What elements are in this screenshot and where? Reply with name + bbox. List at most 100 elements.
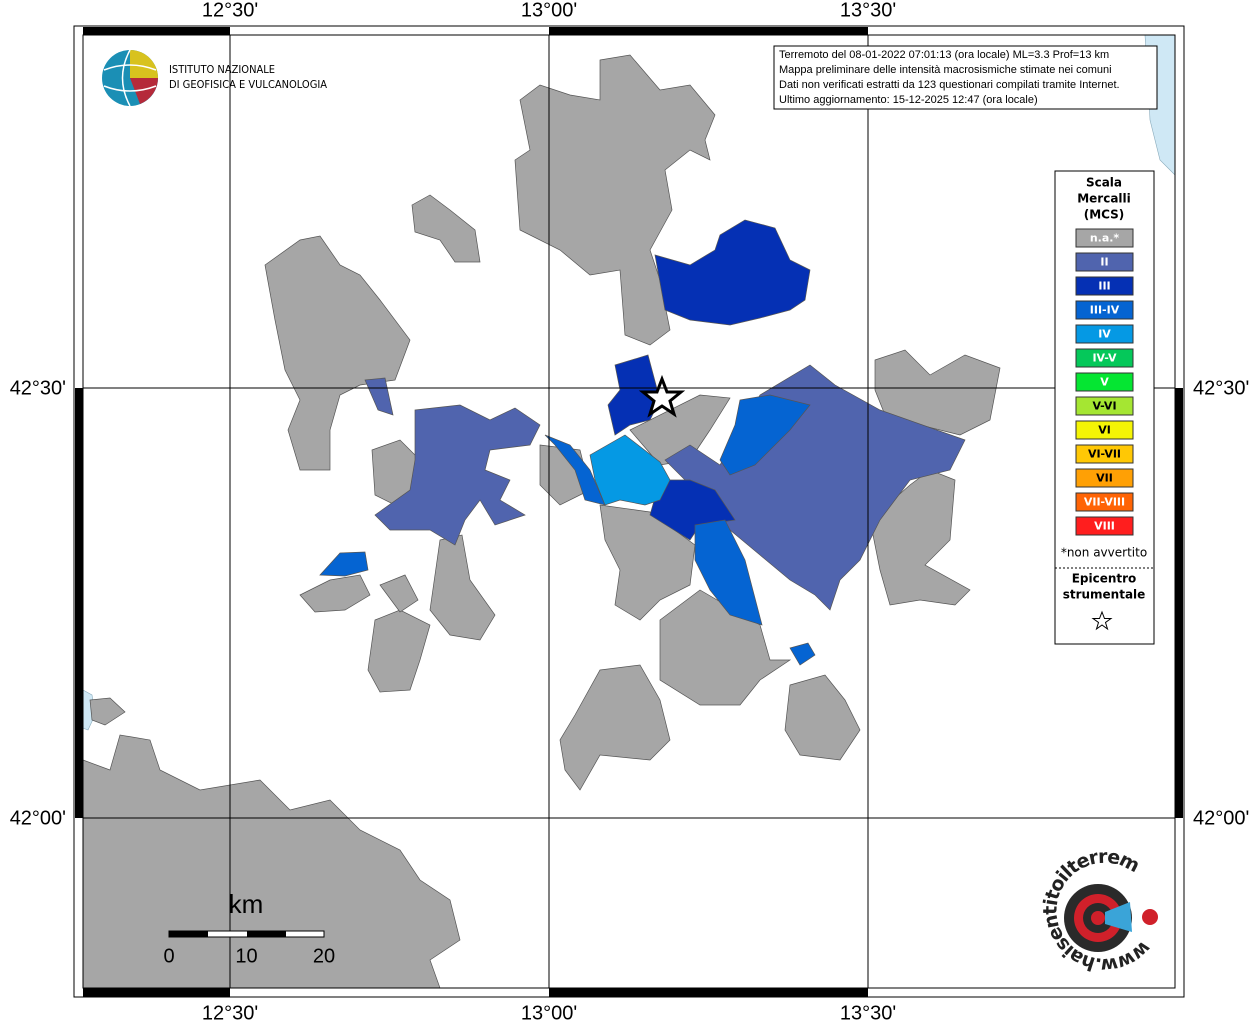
legend-swatch <box>1075 252 1134 272</box>
frame-band <box>549 988 868 997</box>
scale-bar-seg <box>169 931 208 937</box>
frame <box>73 25 1185 998</box>
scale-bar: km 0 10 20 <box>163 889 335 967</box>
scale-tick-label: 10 <box>235 945 257 967</box>
logo-dot <box>1142 909 1158 925</box>
scale-unit: km <box>229 889 264 919</box>
municipality <box>664 364 966 611</box>
legend-epicenter: Epicentro <box>1072 572 1137 586</box>
municipality <box>364 377 394 416</box>
logo-text: ISTITUTO NAZIONALE <box>169 63 275 76</box>
legend-label: II <box>1100 256 1108 269</box>
frame-band <box>83 988 230 997</box>
frame-band <box>83 27 230 35</box>
legend-label: IV <box>1098 328 1111 341</box>
legend-label: VII-VIII <box>1084 496 1125 509</box>
axis-label: 12°30' <box>202 1002 258 1024</box>
legend-swatch <box>1075 372 1134 392</box>
legend-swatch <box>1075 228 1134 248</box>
municipality <box>789 642 816 666</box>
axis-labels: 12°30' 13°00' 13°30' 12°30' 13°00' 13°30… <box>10 0 1250 1024</box>
municipality <box>589 434 671 506</box>
axis-label: 42°00' <box>1193 807 1249 829</box>
info-lines: Terremoto del 08-01-2022 07:01:13 (ora l… <box>779 49 1120 106</box>
axis-label: 13°00' <box>521 0 577 21</box>
municipality <box>694 519 763 626</box>
legend-epicenter: strumentale <box>1063 588 1146 602</box>
scale-bar-seg <box>247 931 286 937</box>
municipality <box>784 674 861 761</box>
info-box: Terremoto del 08-01-2022 07:01:13 (ora l… <box>773 45 1158 110</box>
epicenter-star <box>638 374 686 418</box>
legend-swatch <box>1075 276 1134 296</box>
frame-band <box>549 27 868 35</box>
axis-label: 42°30' <box>10 377 66 399</box>
legend-label: IV-V <box>1092 352 1117 365</box>
axis-label: 13°00' <box>521 1002 577 1024</box>
axis-label: 12°30' <box>202 0 258 21</box>
legend-label: n.a.* <box>1090 232 1120 245</box>
municipality <box>607 354 661 436</box>
municipality <box>367 609 431 693</box>
municipality <box>299 574 371 613</box>
legend-label: V-VI <box>1092 400 1116 413</box>
legend-label: VI-VII <box>1088 448 1121 461</box>
frame-band <box>1175 388 1183 818</box>
municipality <box>374 404 541 546</box>
legend-title: Scala Mercalli (MCS) <box>1077 176 1131 222</box>
scale-tick-label: 0 <box>163 945 174 967</box>
logo-globe <box>130 50 158 78</box>
legend-swatch <box>1075 396 1134 416</box>
legend-items: n.a.*IIIIIIII-IVIVIV-VVV-VIVIVI-VIIVIIVI… <box>1075 228 1134 536</box>
legend-swatch <box>1075 492 1134 512</box>
municipality <box>514 54 716 346</box>
info-line: Dati non verificati estratti da 123 ques… <box>779 79 1120 91</box>
legend-label: V <box>1100 376 1109 389</box>
municipality <box>379 574 419 613</box>
municipality <box>654 219 811 326</box>
municipality <box>559 664 671 791</box>
municipality <box>411 194 481 263</box>
legend-label: VIII <box>1094 520 1115 533</box>
legend-swatch <box>1075 324 1134 344</box>
legend: Scala Mercalli (MCS) n.a.*IIIIIIII-IVIVI… <box>1054 170 1155 645</box>
legend-swatch <box>1075 444 1134 464</box>
logo-text: DI GEOFISICA E VULCANOLOGIA <box>169 78 327 91</box>
municipality <box>319 551 369 577</box>
municipality <box>544 434 606 506</box>
legend-swatch <box>1075 300 1134 320</box>
legend-label: VI <box>1098 424 1111 437</box>
legend-swatch <box>1075 468 1134 488</box>
legend-title-line: Scala <box>1086 176 1122 190</box>
logo-globe <box>130 78 158 104</box>
municipality <box>89 697 126 726</box>
frame-band <box>75 388 83 818</box>
municipality <box>264 235 411 471</box>
legend-label: III <box>1098 280 1110 293</box>
legend-label: III-IV <box>1090 304 1120 317</box>
municipality <box>429 534 496 641</box>
info-box-frame <box>773 45 1158 110</box>
logo-ring <box>1091 911 1105 925</box>
scale-tick-label: 20 <box>313 945 335 967</box>
legend-label: VII <box>1096 472 1113 485</box>
logo-globe <box>103 49 157 107</box>
axis-label: 42°00' <box>10 807 66 829</box>
map-area <box>82 34 1176 989</box>
legend-note: *non avvertito <box>1061 546 1147 560</box>
legend-title-line: Mercalli <box>1077 192 1131 206</box>
info-line: Ultimo aggiornamento: 15-12-2025 12:47 (… <box>779 94 1038 106</box>
logo-speaker <box>1105 902 1132 932</box>
ingv-logo: ISTITUTO NAZIONALE DI GEOFISICA E VULCAN… <box>102 49 327 107</box>
axis-label: 13°30' <box>840 1002 896 1024</box>
axis-label: 42°30' <box>1193 377 1249 399</box>
info-line: Mappa preliminare delle intensità macros… <box>779 64 1112 76</box>
legend-star <box>1091 610 1113 631</box>
legend-title-line: (MCS) <box>1084 208 1125 222</box>
legend-swatch <box>1075 516 1134 536</box>
graticule <box>83 35 1175 988</box>
info-line: Terremoto del 08-01-2022 07:01:13 (ora l… <box>779 49 1109 61</box>
municipality <box>82 734 461 989</box>
municipality <box>874 349 1001 436</box>
